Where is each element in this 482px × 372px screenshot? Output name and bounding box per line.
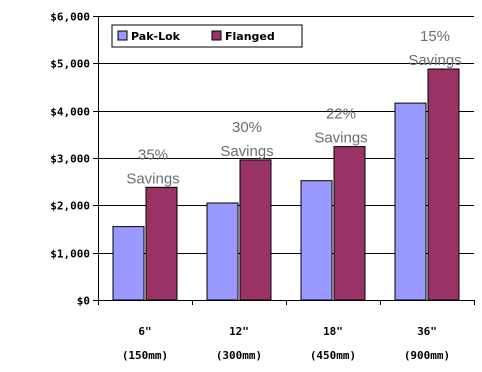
bar-flanged xyxy=(333,146,366,301)
y-tick-label: $5,000 xyxy=(50,58,90,71)
x-tick-label: (900mm) xyxy=(404,349,450,362)
x-tick-label: 36" xyxy=(417,325,437,338)
y-tick-label: $4,000 xyxy=(50,106,90,119)
x-tick-label: 12" xyxy=(229,325,249,338)
savings-annotation: 30% xyxy=(232,119,262,136)
bar-pak-lok xyxy=(300,180,333,301)
x-tick-label: (300mm) xyxy=(216,349,262,362)
savings-annotations: 35% Savings 30% Savings 22% Savings 15% Savings xyxy=(126,28,461,187)
legend-swatch-flanged xyxy=(211,30,222,41)
legend-box xyxy=(111,24,303,48)
savings-annotation: 22% xyxy=(326,106,356,123)
x-tick-label: (450mm) xyxy=(310,349,356,362)
savings-annotation: Savings xyxy=(220,143,273,160)
y-tick-label: $6,000 xyxy=(50,11,90,24)
bar-pak-lok xyxy=(112,226,145,301)
bar-pak-lok xyxy=(394,102,427,301)
x-tick-label: (150mm) xyxy=(122,349,168,362)
y-tick-label: $2,000 xyxy=(50,200,90,213)
x-tick-labels: 6" (150mm) 12" (300mm) 18" (450mm) 36" (900mm) xyxy=(122,325,450,362)
bar-flanged xyxy=(145,186,178,301)
axes xyxy=(93,16,475,305)
y-tick-label: $3,000 xyxy=(50,153,90,166)
legend: Pak-Lok Flanged xyxy=(111,24,303,48)
legend-label: Flanged xyxy=(225,30,275,43)
x-tick-label: 18" xyxy=(323,325,343,338)
legend-swatch-pak-lok xyxy=(117,30,128,41)
savings-annotation: Savings xyxy=(314,130,367,147)
savings-annotation: Savings xyxy=(126,170,179,187)
bars xyxy=(112,68,460,301)
savings-annotation: 15% xyxy=(420,28,450,45)
bar-pak-lok xyxy=(206,202,239,301)
y-tick-label: $0 xyxy=(77,295,90,308)
savings-annotation: Savings xyxy=(408,52,461,69)
bar-flanged xyxy=(427,68,460,301)
x-tick-label: 6" xyxy=(138,325,151,338)
savings-annotation: 35% xyxy=(138,146,168,163)
bar-flanged xyxy=(239,159,272,301)
y-tick-label: $1,000 xyxy=(50,248,90,261)
legend-label: Pak-Lok xyxy=(131,30,181,43)
y-tick-labels: $0 $1,000 $2,000 $3,000 $4,000 $5,000 $6,000 xyxy=(50,11,90,308)
